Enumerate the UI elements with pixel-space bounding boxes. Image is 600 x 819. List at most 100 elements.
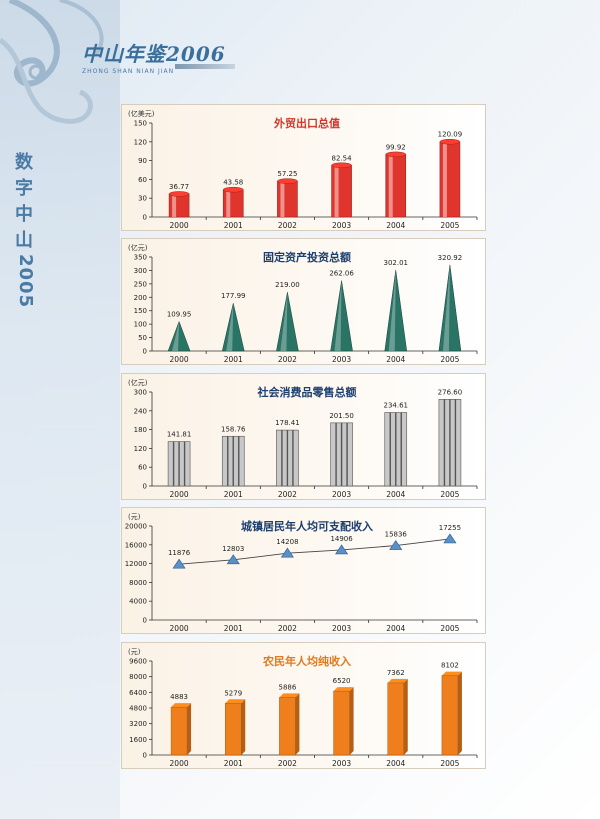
y-tick-label: 350	[134, 254, 147, 262]
side-title-char: 数	[15, 152, 33, 173]
bar	[438, 264, 462, 352]
y-tick-label: 300	[134, 389, 147, 397]
bar-top	[441, 671, 462, 676]
data-label: 15836	[385, 531, 408, 539]
y-tick-label: 0	[143, 214, 147, 222]
bar-highlight	[172, 321, 180, 351]
data-label: 99.92	[386, 143, 406, 151]
bar-top	[331, 162, 352, 169]
bar-top	[279, 693, 300, 698]
x-tick-label: 2003	[332, 221, 351, 230]
chart-fixed-asset-investment: (亿元) 固定资产投资总额 0 50 100 150 200 250 300 350 2000 200…	[128, 243, 478, 364]
bar-highlight	[226, 303, 234, 351]
x-tick-label: 2000	[170, 355, 189, 364]
data-label: 178.41	[275, 419, 300, 427]
bar	[333, 690, 350, 756]
bar-side	[295, 693, 300, 755]
data-label: 120.09	[438, 131, 463, 139]
data-label: 5886	[279, 683, 297, 691]
y-tick-label: 240	[134, 407, 147, 415]
x-tick-label: 2002	[278, 355, 297, 364]
vertical-section-title: 数 字 中 山 2005	[12, 150, 36, 308]
chart-panel-retail-sales: (亿元) 社会消费品零售总额 0 60 120 180 240 300 2000 2001 2002…	[121, 373, 486, 500]
bar-highlight	[388, 155, 393, 217]
chart-title: 固定资产投资总额	[263, 250, 351, 264]
y-tick-label: 8000	[129, 579, 147, 587]
x-tick-label: 2000	[170, 221, 189, 230]
y-tick-label: 120	[134, 138, 147, 146]
y-tick-label: 300	[134, 267, 147, 275]
bar	[170, 706, 188, 756]
y-axis-label: (亿元)	[128, 243, 148, 252]
x-tick-label: 2001	[224, 490, 243, 499]
y-tick-label: 150	[134, 120, 147, 128]
data-label: 5279	[224, 689, 242, 697]
y-tick-label: 16000	[125, 541, 147, 549]
bar	[384, 269, 408, 352]
y-tick-label: 180	[134, 426, 147, 434]
y-tick-label: 0	[143, 617, 147, 625]
data-label: 14906	[330, 535, 353, 543]
data-label: 276.60	[438, 388, 463, 396]
x-tick-label: 2003	[332, 759, 351, 768]
x-tick-label: 2000	[170, 490, 189, 499]
side-title-char: 中	[15, 204, 33, 225]
y-tick-label: 1600	[129, 736, 147, 744]
bar-side	[241, 699, 246, 755]
data-label: 177.99	[221, 292, 246, 300]
x-tick-label: 2002	[278, 759, 297, 768]
yearbook-title: 中山年鉴2006	[82, 42, 226, 66]
data-label: 262.06	[329, 270, 354, 278]
y-tick-label: 30	[138, 195, 147, 203]
x-tick-label: 2001	[224, 759, 243, 768]
bar	[168, 193, 190, 218]
y-tick-label: 60	[138, 464, 147, 472]
data-label: 36.77	[169, 183, 189, 191]
y-tick-label: 50	[138, 334, 147, 342]
bar	[221, 303, 245, 352]
bar-side	[403, 678, 408, 755]
chart-rural-income: (元) 农民年人均纯收入 0 1600 3200 4800 6400 8000 9600 2000…	[128, 648, 478, 768]
data-label: 201.50	[329, 412, 354, 420]
y-tick-label: 60	[138, 176, 147, 184]
bar-top	[385, 151, 406, 158]
chart-title: 城镇居民年人均可支配收入	[241, 519, 373, 533]
data-label: 4883	[170, 693, 188, 701]
yearbook-subtitle: ZHONG SHAN NIAN JIAN	[82, 68, 175, 75]
x-tick-label: 2001	[224, 624, 243, 633]
bar-side	[187, 703, 192, 755]
y-axis-label: (亿美元)	[128, 109, 155, 118]
y-tick-label: 250	[134, 280, 147, 288]
chart-title: 外贸出口总值	[273, 116, 340, 130]
x-tick-label: 2000	[170, 759, 189, 768]
data-point-marker	[389, 540, 403, 550]
data-label: 8102	[441, 662, 459, 670]
data-label: 11876	[168, 549, 191, 557]
data-label: 12803	[222, 545, 244, 553]
data-label: 57.25	[277, 170, 297, 178]
bar-top	[277, 178, 298, 184]
y-tick-label: 4800	[129, 705, 147, 713]
chart-export-value: (亿美元) 外贸出口总值 0 30 60 90 120 150 2000 2001 2002 2003…	[128, 109, 478, 230]
bar-highlight	[226, 190, 231, 217]
x-tick-label: 2005	[440, 355, 459, 364]
data-label: 6520	[333, 677, 351, 685]
chart-title: 农民年人均纯收入	[262, 654, 351, 668]
bar	[276, 292, 299, 352]
bar	[441, 675, 459, 756]
data-label: 17255	[439, 524, 461, 532]
chart-panel-fixed-investment: (亿元) 固定资产投资总额 0 50 100 150 200 250 300 350 2000 200…	[121, 238, 486, 365]
data-point-marker	[226, 554, 240, 565]
bar-highlight	[280, 292, 288, 351]
data-label: 302.01	[384, 259, 409, 267]
bar-top	[387, 678, 408, 683]
data-label: 219.00	[275, 281, 300, 289]
data-label: 43.58	[223, 179, 243, 187]
x-tick-label: 2005	[440, 624, 459, 633]
bar-highlight	[442, 142, 447, 217]
series-line	[179, 538, 450, 565]
y-tick-label: 200	[134, 294, 147, 302]
data-label: 320.92	[438, 254, 463, 262]
data-point-marker	[335, 544, 349, 555]
y-tick-label: 3200	[129, 720, 147, 728]
